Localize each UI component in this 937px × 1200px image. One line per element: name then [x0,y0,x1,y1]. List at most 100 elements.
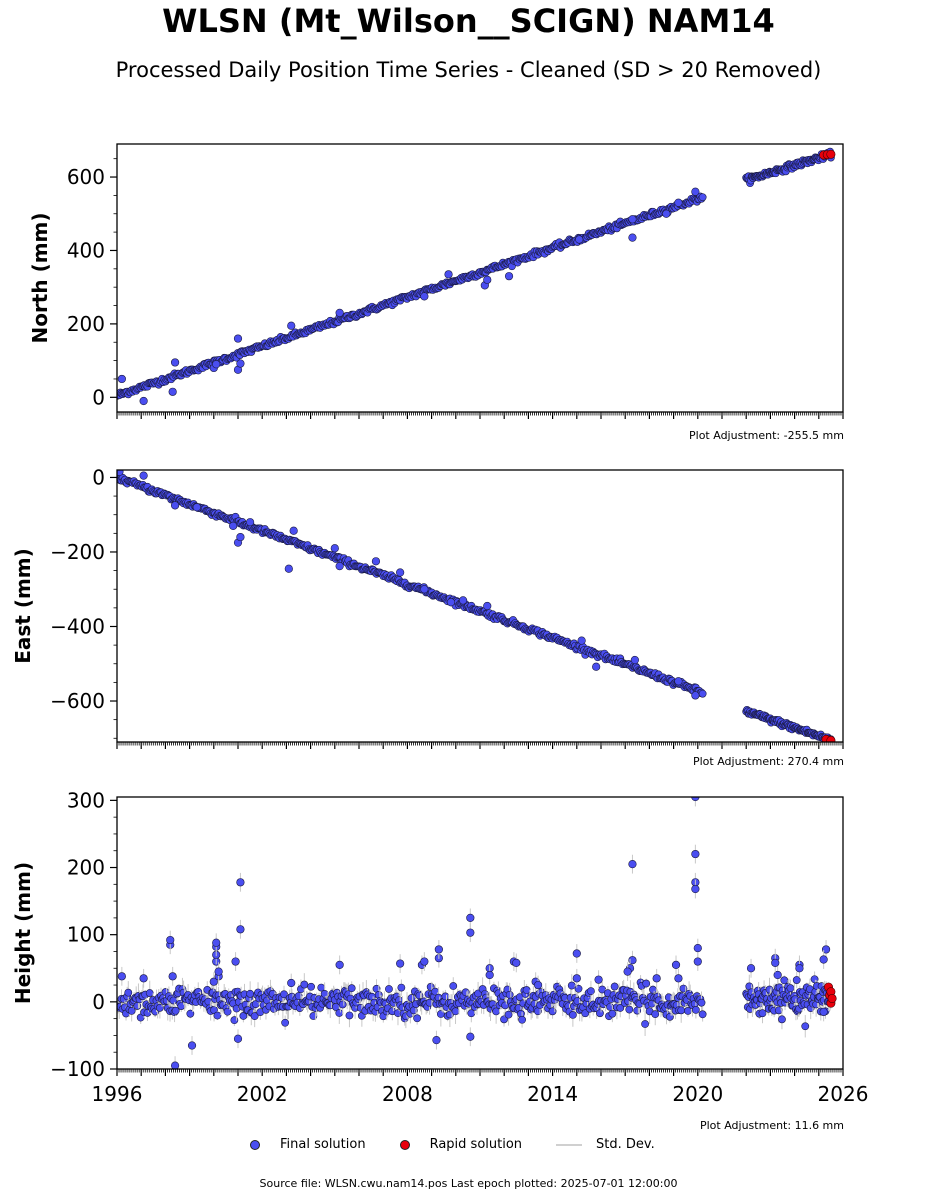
north-panel: 0 200 400 600 North (mm) [28,143,844,419]
final-point [567,981,576,990]
final-point [698,1010,707,1019]
x-tick-label: 1996 [92,1082,143,1106]
outlier-point [674,974,683,983]
outlier-point [289,526,298,535]
outlier-point [446,598,456,607]
x-tick-label: 2020 [672,1082,723,1106]
outlier-point [287,321,296,330]
outlier-point [771,958,780,967]
east-points [117,470,836,742]
final-point [169,996,178,1005]
outlier-point [229,521,238,530]
outlier-point [819,955,828,964]
y-tick-label: −200 [50,540,105,564]
outlier-point [214,967,223,976]
outlier-point [168,387,177,396]
outlier-point [628,215,637,224]
y-tick-label: 200 [67,856,105,880]
east-panel: 0 −200 −400 −600 East (mm) [11,465,844,749]
outlier-point [458,596,468,605]
final-point [347,984,356,993]
final-point [792,976,801,984]
outlier-point [170,1061,180,1069]
outlier-point [209,977,218,986]
outlier-point [575,235,584,244]
final-point [697,998,706,1007]
outlier-point [246,518,255,527]
outlier-point [691,884,700,894]
legend-std-label: Std. Dev. [596,1137,655,1152]
outlier-point [504,272,514,281]
final-point [504,1010,513,1019]
outlier-point [212,938,221,947]
final-point [698,689,707,698]
outlier-point [693,957,702,966]
final-point [250,1012,259,1021]
outlier-point [691,849,700,859]
outlier-point [572,949,581,958]
final-point [467,1009,476,1018]
outlier-point [466,913,475,922]
outlier-point [819,1007,828,1017]
outlier-point [166,935,175,945]
outlier-point [139,471,148,480]
outlier-point [671,960,681,970]
final-point [413,1014,422,1023]
final-point [505,990,514,999]
outlier-point [236,925,245,934]
outlier-point [572,974,581,983]
outlier-point [335,308,344,317]
outlier-point [630,655,639,665]
final-point [338,1000,347,1009]
final-point [281,1018,290,1027]
final-point [608,1009,617,1018]
x-tick-label: 2026 [818,1082,869,1106]
final-point [758,1009,767,1018]
y-tick-label: −400 [50,614,105,638]
final-point [801,1022,810,1031]
final-point [397,983,406,992]
outlier-point [117,972,126,981]
outlier-point [652,974,661,983]
outlier-point [420,585,429,594]
legend-rapid: Rapid solution [399,1137,523,1152]
height-axes-frame [116,796,844,1070]
y-tick-label: 100 [67,923,105,947]
final-point [441,992,450,1001]
outlier-point [236,878,245,887]
outlier-point [662,209,671,218]
outlier-point [335,960,344,970]
y-tick-label: −100 [50,1057,105,1081]
final-point [641,1020,649,1028]
final-point [677,1006,686,1015]
outlier-point [420,292,429,301]
outlier-point [396,568,405,577]
outlier-point [139,974,148,983]
y-tick-label: 600 [67,165,105,189]
outlier-point [795,964,804,973]
outlier-point [577,636,586,645]
outlier-point [231,957,240,966]
final-point [335,1009,344,1017]
outlier-point [212,360,221,369]
outlier-point [628,860,637,869]
final-point [500,1015,508,1024]
legend-rapid-label: Rapid solution [429,1137,523,1152]
outlier-point [335,562,344,571]
final-point [385,985,393,993]
final-point [213,1011,222,1020]
outlier-point [483,275,492,284]
east-y-axis-label: East (mm) [11,548,35,664]
final-point [522,986,531,994]
outlier-point [287,978,296,988]
outlier-point [284,564,293,573]
x-tick-label: 2014 [527,1082,578,1106]
final-point [625,1005,634,1014]
final-point [649,985,657,994]
outlier-point [236,532,245,542]
outlier-point [420,957,429,966]
outlier-point [483,601,492,611]
final-point [642,979,651,988]
y-tick-label: 0 [92,465,105,489]
final-point [124,988,133,997]
